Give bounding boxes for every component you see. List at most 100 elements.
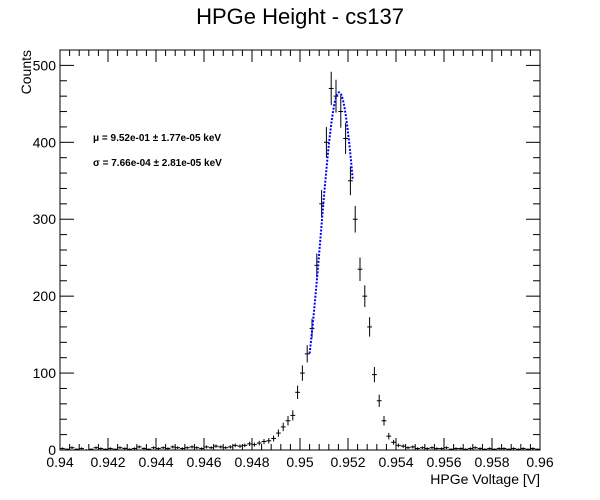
data-point: [184, 446, 190, 449]
data-point: [189, 445, 195, 449]
x-tick-label: 0.956: [426, 454, 461, 470]
data-point: [208, 446, 214, 449]
data-point: [194, 446, 200, 449]
data-point: [256, 440, 262, 446]
data-point: [396, 443, 401, 448]
data-point: [136, 445, 142, 449]
data-point: [108, 447, 113, 450]
data-point: [88, 448, 94, 450]
data-point: [69, 446, 75, 449]
data-point: [247, 441, 252, 446]
data-point: [290, 410, 296, 421]
data-point: [338, 95, 344, 128]
data-point: [127, 448, 132, 450]
chart-title: HPGe Height - cs137: [196, 4, 404, 29]
data-point: [271, 435, 276, 442]
data-point: [439, 447, 444, 450]
data-point: [391, 439, 396, 445]
data-point: [535, 448, 540, 450]
data-point: [482, 448, 488, 450]
data-point: [141, 447, 147, 450]
plot-frame: [59, 49, 541, 451]
data-point: [132, 447, 137, 450]
data-point: [252, 442, 257, 447]
data-point: [362, 285, 368, 307]
data-point: [525, 448, 531, 450]
y-tick-label: 500: [33, 57, 57, 73]
data-point: [170, 445, 176, 449]
x-tick-label: 0.958: [474, 454, 509, 470]
data-point: [266, 438, 272, 444]
data-point: [98, 447, 104, 450]
x-tick-label: 0.946: [186, 454, 221, 470]
x-tick-label: 0.952: [330, 454, 365, 470]
data-point: [348, 166, 353, 196]
data-point: [410, 445, 416, 449]
data-point: [506, 448, 512, 450]
fit-sigma-annotation: σ = 7.66e-04 ± 2.81e-05 keV: [93, 158, 222, 169]
data-point: [175, 446, 180, 449]
data-point: [156, 447, 161, 450]
data-point: [261, 439, 267, 445]
data-point: [372, 367, 377, 383]
data-point: [103, 448, 108, 450]
data-point: [415, 447, 420, 450]
data-point: [213, 444, 219, 448]
data-point: [458, 447, 464, 450]
data-point: [84, 449, 89, 451]
data-point: [530, 447, 536, 450]
data-point: [424, 447, 430, 450]
data-point: [218, 445, 224, 449]
y-tick-label: 0: [48, 442, 56, 458]
data-points: [60, 71, 540, 451]
data-point: [180, 447, 185, 450]
gaussian-fit-curve: [308, 91, 354, 354]
data-point: [223, 446, 228, 449]
data-point: [242, 443, 248, 448]
y-axis-label: Counts: [18, 50, 34, 94]
data-point: [285, 416, 291, 426]
data-point: [74, 448, 80, 450]
data-point: [376, 394, 382, 407]
data-point: [146, 448, 152, 450]
y-axis: 0 100 200 300 400 500: [33, 49, 540, 458]
y-tick-label: 200: [33, 288, 57, 304]
data-point: [122, 447, 128, 450]
data-point: [295, 385, 300, 399]
data-point: [501, 447, 507, 450]
data-point: [276, 429, 281, 437]
y-tick-label: 100: [33, 365, 57, 381]
data-point: [516, 448, 521, 450]
x-axis-label: HPGe Voltage [V]: [430, 471, 540, 487]
data-point: [381, 416, 387, 426]
data-point: [492, 448, 497, 450]
data-point: [511, 447, 516, 450]
data-point: [237, 444, 243, 448]
data-point: [93, 446, 99, 449]
data-point: [333, 79, 339, 113]
x-tick-label: 0.942: [90, 454, 125, 470]
fit-mean-annotation: μ = 9.52e-01 ± 1.77e-05 keV: [93, 133, 221, 144]
y-tick-label: 300: [33, 211, 57, 227]
data-point: [280, 422, 286, 432]
data-point: [300, 365, 305, 381]
data-point: [60, 447, 65, 450]
data-point: [357, 257, 363, 281]
x-tick-label: 0.95: [286, 454, 313, 470]
data-point: [420, 446, 425, 449]
data-point: [468, 447, 473, 450]
data-point: [453, 447, 459, 450]
x-tick-label: 0.96: [526, 454, 553, 470]
data-point: [429, 446, 435, 449]
data-point: [204, 445, 209, 449]
data-point: [117, 446, 123, 449]
data-point: [112, 448, 118, 450]
data-point: [405, 446, 411, 449]
data-point: [324, 126, 329, 158]
data-point: [520, 447, 526, 450]
data-point: [444, 446, 449, 449]
data-point: [228, 445, 233, 449]
data-point: [199, 447, 204, 450]
data-point: [487, 447, 492, 450]
